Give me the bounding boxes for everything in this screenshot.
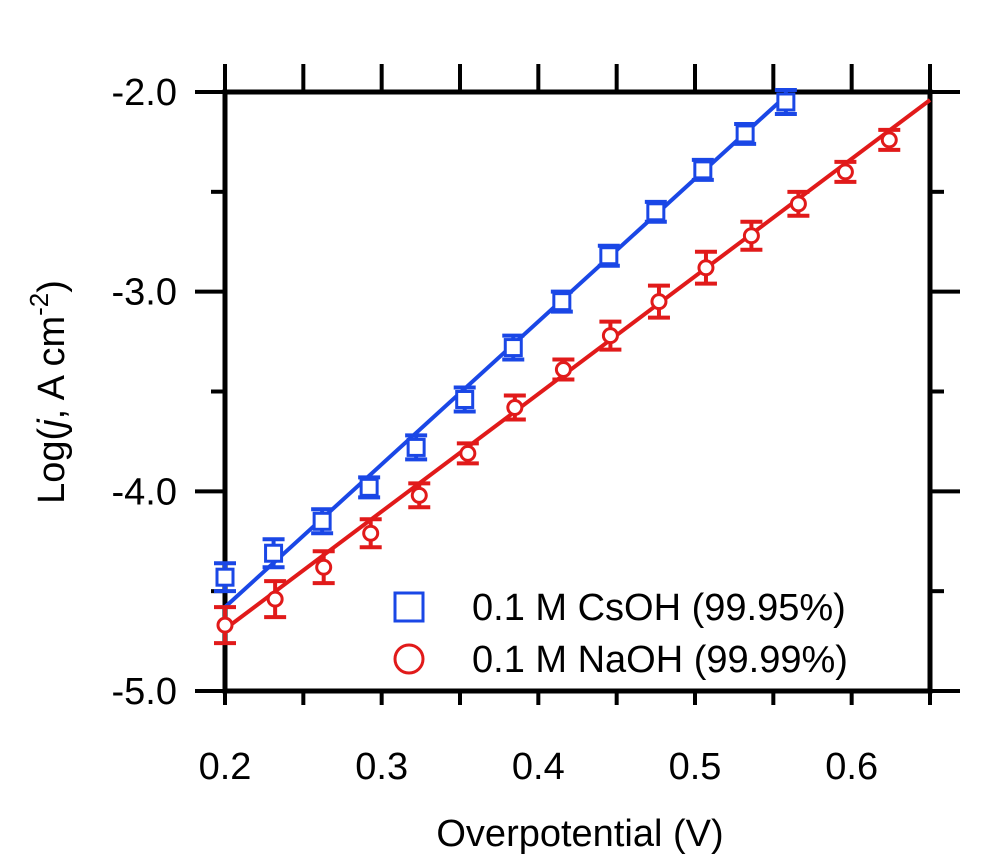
data-point-csoh xyxy=(735,124,755,144)
data-point-naoh xyxy=(880,131,898,149)
y-tick-label: -3.0 xyxy=(112,272,177,314)
y-axis-title-suffix: ) xyxy=(31,280,73,293)
data-point-csoh xyxy=(215,567,235,587)
x-axis-title: Overpotential (V) xyxy=(436,813,723,855)
y-axis-title-prefix: Log( xyxy=(31,427,73,503)
data-point-naoh xyxy=(362,524,380,542)
legend-label-csoh: 0.1 M CsOH (99.95%) xyxy=(472,587,846,629)
x-tick-label: 0.2 xyxy=(199,746,252,788)
data-point-naoh xyxy=(216,616,234,634)
y-tick-label: -2.0 xyxy=(112,72,177,114)
legend: 0.1 M CsOH (99.95%) 0.1 M NaOH (99.99%) xyxy=(393,587,848,681)
data-point-naoh xyxy=(315,558,333,576)
data-point-csoh xyxy=(312,511,332,531)
data-point-csoh xyxy=(776,92,796,112)
legend-circle-marker xyxy=(393,643,425,675)
data-point-naoh xyxy=(836,163,854,181)
legend-square-marker xyxy=(393,591,425,623)
y-axis-title-superscript: -2 xyxy=(24,293,54,316)
axes: 0.2 0.3 0.4 0.5 0.6 -2.0 -3.0 -4.0 -5.0 xyxy=(112,64,960,788)
x-tick-label: 0.4 xyxy=(512,746,565,788)
fit-lines xyxy=(223,94,932,631)
data-point-naoh xyxy=(650,293,668,311)
y-tick-label: -4.0 xyxy=(112,471,177,513)
data-point-naoh xyxy=(601,327,619,345)
data-point-naoh xyxy=(742,227,760,245)
y-tick-label: -5.0 xyxy=(112,671,177,713)
data-point-naoh xyxy=(506,398,524,416)
data-point-csoh xyxy=(406,437,426,457)
data-point-naoh xyxy=(697,259,715,277)
data-point-csoh xyxy=(599,246,619,266)
data-point-csoh xyxy=(359,477,379,497)
x-tick-label: 0.5 xyxy=(669,746,722,788)
data-point-csoh xyxy=(455,389,475,409)
data-point-naoh xyxy=(410,486,428,504)
fit-line-naoh xyxy=(223,98,932,631)
data-point-naoh xyxy=(459,444,477,462)
x-tick-label: 0.3 xyxy=(355,746,408,788)
data-point-csoh xyxy=(646,202,666,222)
data-point-naoh xyxy=(266,590,284,608)
y-axis-title: Log(j, A cm-2) xyxy=(24,280,73,504)
data-point-csoh xyxy=(264,543,284,563)
y-axis-title-middle: , A cm xyxy=(31,316,73,419)
x-tick-label: 0.6 xyxy=(825,746,878,788)
data-point-csoh xyxy=(693,160,713,180)
data-point-csoh xyxy=(503,338,523,358)
legend-label-naoh: 0.1 M NaOH (99.99%) xyxy=(472,639,848,681)
data-point-csoh xyxy=(552,292,572,312)
data-point-naoh xyxy=(789,195,807,213)
data-points xyxy=(214,88,901,646)
data-point-naoh xyxy=(554,361,572,379)
